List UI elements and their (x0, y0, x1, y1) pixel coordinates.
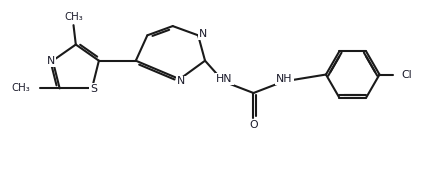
Text: N: N (177, 76, 185, 86)
Text: N: N (47, 56, 55, 66)
Text: Cl: Cl (402, 70, 412, 80)
Text: NH: NH (276, 74, 293, 84)
Text: N: N (198, 29, 207, 39)
Text: CH₃: CH₃ (11, 83, 30, 93)
Text: CH₃: CH₃ (64, 12, 83, 22)
Text: HN: HN (216, 74, 233, 84)
Text: S: S (90, 84, 97, 94)
Text: O: O (249, 120, 258, 130)
